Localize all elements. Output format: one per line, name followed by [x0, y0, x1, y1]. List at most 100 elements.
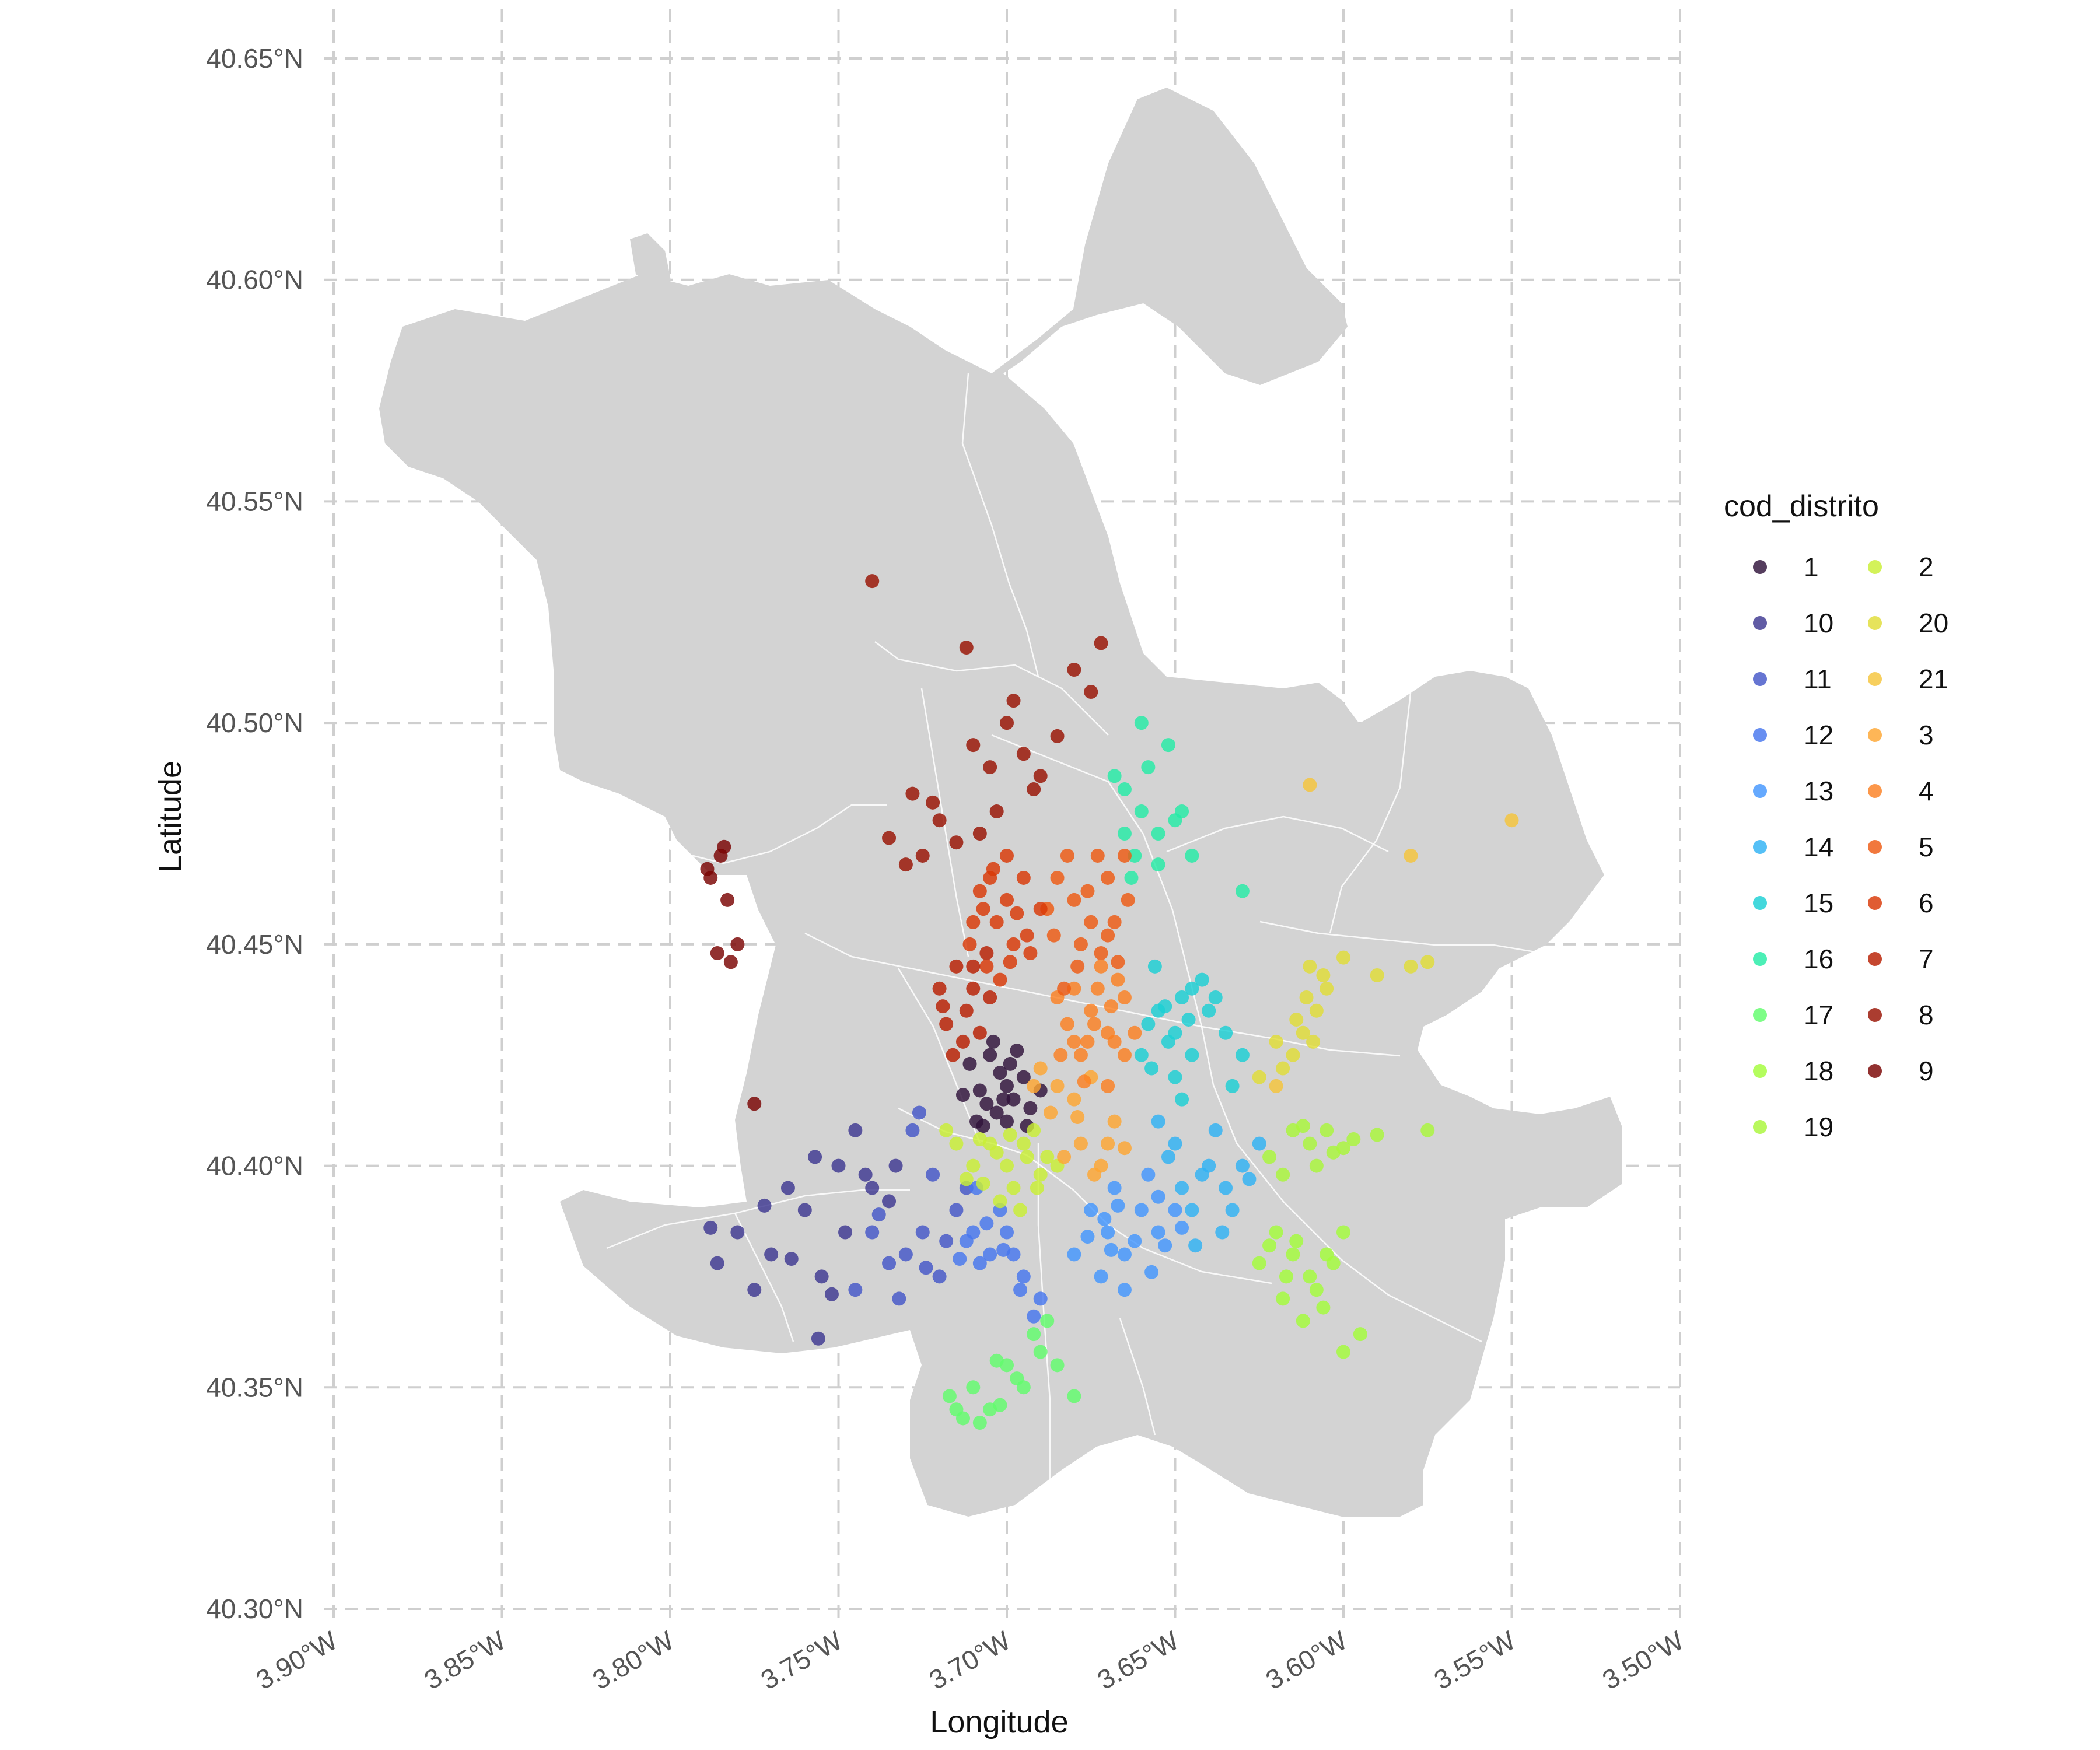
data-point: [1080, 1034, 1095, 1049]
data-point: [1404, 848, 1418, 863]
series-15: [1134, 959, 1250, 1107]
data-point: [1420, 955, 1435, 970]
city-boundary-north-tip: [630, 233, 671, 286]
data-point: [1151, 827, 1166, 841]
data-point: [915, 1225, 930, 1240]
data-point: [932, 813, 947, 828]
y-tick-label: 40.35°N: [206, 1372, 303, 1402]
data-point: [838, 1225, 853, 1240]
data-point: [1094, 1269, 1108, 1284]
data-point: [1073, 1136, 1088, 1151]
y-tick-label: 40.65°N: [206, 43, 303, 74]
data-point: [1141, 1167, 1156, 1182]
y-tick-label: 40.50°N: [206, 708, 303, 738]
data-point: [1185, 848, 1199, 863]
data-point: [811, 1331, 825, 1346]
data-point: [1147, 959, 1162, 974]
data-point: [949, 1136, 964, 1151]
data-point: [808, 1150, 822, 1164]
legend-label: 12: [1804, 720, 1833, 750]
legend-label: 21: [1919, 664, 1948, 694]
legend-swatch: [1868, 1008, 1882, 1022]
data-point: [966, 1158, 981, 1173]
data-point: [1326, 1256, 1340, 1270]
data-point: [959, 640, 974, 655]
data-point: [1010, 1044, 1024, 1058]
data-point: [1144, 1061, 1159, 1076]
data-point: [1090, 848, 1105, 863]
data-point: [1158, 999, 1172, 1014]
x-axis-ticks: 3.90°W 3.85°W 3.80°W 3.75°W 3.70°W 3.65°W 3.60…: [251, 1625, 1689, 1695]
data-point: [898, 1247, 913, 1262]
data-point: [1219, 1181, 1233, 1195]
data-point: [1027, 1327, 1041, 1342]
data-point: [1067, 981, 1082, 996]
data-point: [1151, 858, 1166, 872]
data-point: [1016, 1136, 1031, 1151]
data-point: [976, 902, 991, 916]
madrid-map-background: [379, 88, 1622, 1517]
data-point: [1225, 1079, 1240, 1093]
data-point: [959, 1234, 974, 1248]
data-point: [1161, 1034, 1175, 1049]
data-point: [1080, 1230, 1095, 1244]
data-point: [848, 1283, 863, 1297]
data-point: [848, 1123, 863, 1138]
legend-swatch: [1753, 784, 1767, 798]
data-point: [1336, 1225, 1350, 1240]
data-point: [1016, 1070, 1031, 1084]
x-tick-label: 3.80°W: [587, 1625, 680, 1695]
data-point: [1175, 1092, 1189, 1107]
data-point: [1289, 1012, 1304, 1027]
data-point: [1208, 990, 1223, 1005]
data-point: [831, 1158, 846, 1173]
data-point: [1057, 981, 1072, 996]
data-point: [1094, 946, 1108, 961]
data-point: [1181, 1012, 1196, 1027]
data-point: [1094, 636, 1108, 650]
legend-label: 19: [1804, 1112, 1833, 1142]
data-point: [1151, 1225, 1166, 1240]
data-point: [1353, 1327, 1367, 1342]
series-21: [1269, 778, 1519, 1093]
series-7: [932, 946, 998, 1062]
data-point: [976, 1176, 991, 1191]
data-point: [1060, 1017, 1074, 1031]
data-point: [1370, 1128, 1384, 1142]
data-point: [898, 858, 913, 872]
data-point: [1346, 1132, 1361, 1147]
data-point: [1134, 1048, 1149, 1062]
data-point: [972, 1026, 987, 1040]
y-tick-label: 40.30°N: [206, 1594, 303, 1624]
data-point: [1054, 1048, 1068, 1062]
series-14: [1151, 1114, 1266, 1253]
legend-swatch: [1753, 672, 1767, 686]
data-point: [1027, 1079, 1041, 1093]
district-boundary: [1119, 1318, 1156, 1436]
data-point: [1030, 1181, 1044, 1195]
x-axis-title: Longitude: [930, 1704, 1068, 1740]
data-point: [1296, 1119, 1310, 1133]
data-point: [1286, 1048, 1300, 1062]
data-point: [1117, 1141, 1132, 1156]
data-point: [1016, 870, 1031, 885]
series-9: [700, 839, 762, 1111]
data-point: [784, 1252, 799, 1266]
data-point: [926, 795, 940, 810]
legend-swatch: [1868, 896, 1882, 910]
legend-swatch: [1868, 1064, 1882, 1078]
legend-label: 9: [1919, 1056, 1934, 1086]
data-point: [979, 946, 994, 961]
series-2: [939, 1123, 1065, 1217]
data-point: [993, 1398, 1007, 1412]
data-point: [1303, 959, 1317, 974]
data-point: [1286, 1247, 1300, 1262]
data-point: [1084, 684, 1098, 699]
data-point: [1158, 1238, 1172, 1253]
data-point: [1050, 1358, 1065, 1373]
data-point: [888, 1158, 903, 1173]
data-point: [1107, 915, 1122, 929]
data-point: [1195, 1167, 1209, 1182]
data-point: [936, 999, 950, 1014]
data-point: [720, 892, 735, 907]
